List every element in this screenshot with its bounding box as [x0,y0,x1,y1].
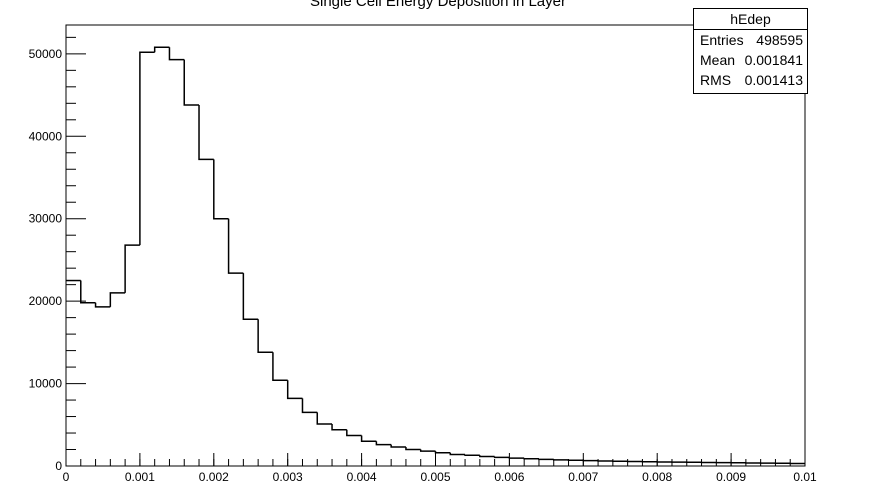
stats-label: RMS [700,72,732,88]
y-tick-label: 50000 [29,47,63,61]
histogram-bin [301,398,318,414]
histogram-bin [80,280,96,304]
stats-value: 0.001841 [744,52,803,68]
histogram-bin [360,435,377,443]
y-tick-label: 20000 [29,294,63,308]
stats-label: Entries [700,32,744,48]
x-tick-label: 0.003 [273,470,303,484]
stats-box: hEdep Entries 498595 Mean 0.001841 RMS 0… [693,8,808,94]
histogram-bin [434,451,451,454]
histogram-bin [213,159,229,220]
x-tick-label: 0.002 [199,470,229,484]
histogram-bin [242,273,259,321]
chart-title: Single Cell Energy Deposition in Layer [310,0,566,10]
histogram-bin [109,292,126,307]
histogram-bin [390,444,406,448]
y-tick-label: 0 [55,459,62,473]
stats-histogram-name: hEdep [694,9,807,30]
histogram-bin [227,218,244,274]
stats-row-entries: Entries 498595 [694,30,807,50]
histogram-bin [198,104,214,161]
histogram-bin [508,457,525,459]
histogram-bin [493,456,510,459]
histogram-bin [331,423,347,431]
histogram-bin [153,46,170,53]
stats-value: 498595 [756,32,803,48]
x-tick-label: 0.004 [347,470,377,484]
stats-row-rms: RMS 0.001413 [694,70,807,90]
histogram-bin [346,429,362,437]
stats-label: Mean [700,52,736,68]
y-tick-label: 40000 [29,129,63,143]
x-tick-label: 0.005 [420,470,450,484]
histogram-bin [139,51,155,246]
histogram-bin [183,59,200,106]
histogram-bin [272,352,288,382]
histogram-bin [449,452,466,456]
histogram-bin [538,458,554,461]
histogram-bin [286,380,303,400]
histogram-bin [124,244,140,293]
x-tick-label: 0 [63,470,70,484]
axes: 0 0.001 0.002 0.003 0.004 0.005 0.006 0.007 0.00… [29,36,817,484]
histogram-bin [257,319,273,353]
x-tick-label: 0.001 [125,470,155,484]
stats-row-mean: Mean 0.001841 [694,50,807,70]
histogram-bin [405,447,421,451]
histogram-bin [419,449,436,452]
y-tick-label: 30000 [29,212,63,226]
x-tick-label: 0.006 [494,470,524,484]
x-tick-label: 0.01 [793,470,817,484]
stats-value: 0.001413 [744,72,803,88]
histogram-bin [479,455,495,458]
histogram-bin [316,412,333,425]
histogram-bin [168,47,185,61]
x-tick-label: 0.007 [568,470,598,484]
y-tick-label: 10000 [29,377,63,391]
x-tick-label: 0.009 [716,470,746,484]
x-tick-label: 0.008 [642,470,672,484]
histogram-bin [94,302,111,308]
histogram-bin [375,441,392,446]
histogram-bin [464,454,480,457]
histogram-bin [523,457,539,460]
histogram-series [66,46,805,465]
